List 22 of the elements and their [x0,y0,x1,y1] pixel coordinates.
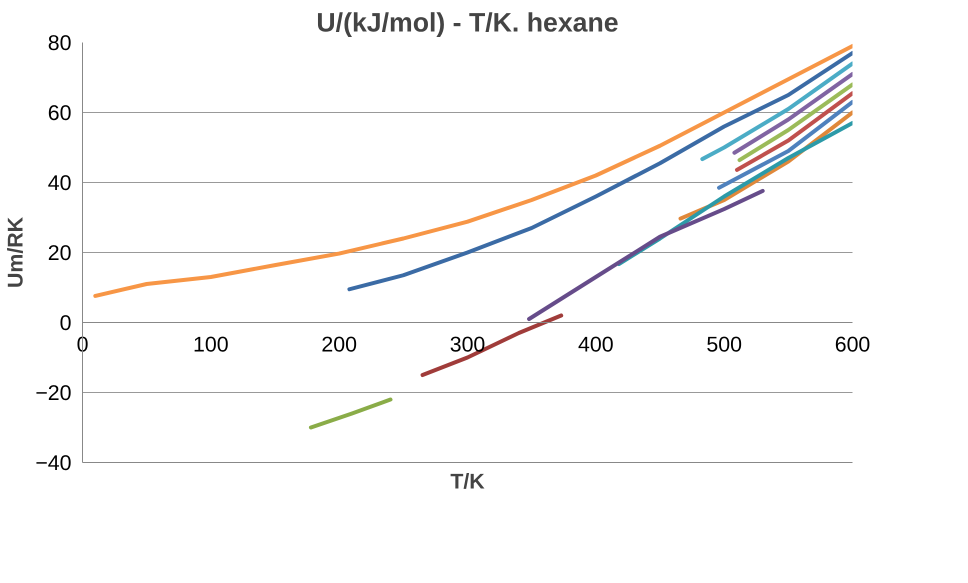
x-tick-label: 100 [193,332,229,356]
y-tick-label: 20 [48,241,72,265]
y-tick-label: 80 [48,31,72,55]
line-series [527,188,765,321]
y-tick-label: −20 [35,381,72,405]
y-tick-label: 40 [48,171,72,195]
x-tick-label: 400 [578,332,614,356]
x-tick-label: 300 [450,332,486,356]
y-tick-label: −40 [35,451,72,475]
y-tick-label: 0 [60,311,72,335]
line-series [420,314,564,377]
y-axis-title: Um/RK [3,216,28,288]
x-tick-label: 500 [706,332,742,356]
y-tick-label: 60 [48,101,72,125]
x-tick-label: 200 [321,332,358,356]
x-tick-label: 0 [76,332,89,356]
chart-title: U/(kJ/mol) - T/K. hexane [316,8,619,38]
line-series [347,51,852,292]
x-tick-label: 600 [834,332,870,356]
x-axis-title: T/K [450,470,486,494]
line-series [93,44,852,298]
line-series [700,62,852,162]
